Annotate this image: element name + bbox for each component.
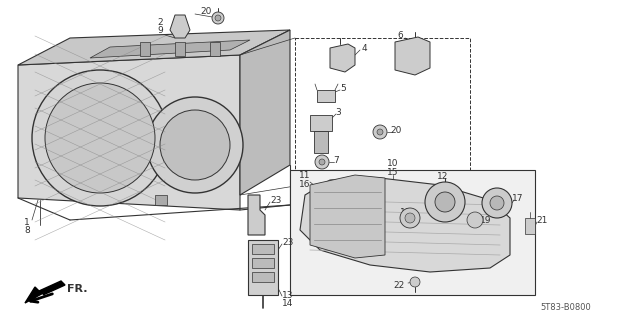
Circle shape <box>160 110 230 180</box>
Polygon shape <box>310 175 385 258</box>
Text: 2: 2 <box>157 18 163 27</box>
Circle shape <box>482 188 512 218</box>
Text: 11: 11 <box>299 171 311 180</box>
Text: 13: 13 <box>282 291 294 300</box>
Text: 20: 20 <box>390 125 401 134</box>
Circle shape <box>212 12 224 24</box>
Polygon shape <box>18 30 290 65</box>
Circle shape <box>373 125 387 139</box>
Circle shape <box>467 212 483 228</box>
Bar <box>140 42 150 56</box>
Text: 14: 14 <box>282 299 294 308</box>
Circle shape <box>405 213 415 223</box>
Text: 10: 10 <box>387 158 399 167</box>
Polygon shape <box>248 195 265 235</box>
Polygon shape <box>395 37 430 75</box>
Text: 12: 12 <box>438 172 448 180</box>
Bar <box>290 170 535 295</box>
Bar <box>295 38 470 186</box>
Circle shape <box>45 83 155 193</box>
Text: 15: 15 <box>387 167 399 177</box>
Text: 16: 16 <box>299 180 311 188</box>
Text: 8: 8 <box>24 226 30 235</box>
Polygon shape <box>90 40 250 58</box>
Text: 1: 1 <box>24 218 30 227</box>
Bar <box>310 115 332 131</box>
Circle shape <box>32 70 168 206</box>
Circle shape <box>377 129 383 135</box>
Text: 22: 22 <box>394 281 405 290</box>
Circle shape <box>147 97 243 193</box>
Text: 18: 18 <box>400 207 412 217</box>
Bar <box>525 218 535 234</box>
Text: 23: 23 <box>270 196 282 204</box>
Circle shape <box>400 208 420 228</box>
Text: 20: 20 <box>200 6 211 15</box>
Text: 17: 17 <box>512 194 524 203</box>
Circle shape <box>490 196 504 210</box>
Polygon shape <box>330 44 355 72</box>
Text: 3: 3 <box>335 108 341 116</box>
Text: 7: 7 <box>333 156 339 164</box>
Bar <box>155 195 167 205</box>
Bar <box>210 42 220 56</box>
Polygon shape <box>170 15 190 38</box>
Polygon shape <box>25 281 65 303</box>
Text: 5: 5 <box>340 84 346 92</box>
Polygon shape <box>240 30 290 195</box>
Text: 21: 21 <box>536 215 547 225</box>
Bar <box>252 244 274 254</box>
Circle shape <box>425 182 465 222</box>
Polygon shape <box>18 55 240 210</box>
Text: FR.: FR. <box>67 284 87 294</box>
Bar <box>252 272 274 282</box>
Polygon shape <box>300 178 510 272</box>
Circle shape <box>410 277 420 287</box>
Text: 5T83-B0800: 5T83-B0800 <box>540 303 590 313</box>
Circle shape <box>215 15 221 21</box>
Bar <box>248 240 278 295</box>
Text: 23: 23 <box>282 237 294 246</box>
Bar <box>314 131 328 153</box>
Bar <box>175 42 185 56</box>
Text: 6: 6 <box>397 30 403 39</box>
Circle shape <box>435 192 455 212</box>
Text: 4: 4 <box>362 44 368 52</box>
Bar <box>317 90 335 102</box>
Text: 19: 19 <box>480 215 492 225</box>
Bar <box>252 258 274 268</box>
Circle shape <box>319 159 325 165</box>
Text: 9: 9 <box>157 26 163 35</box>
Circle shape <box>315 155 329 169</box>
